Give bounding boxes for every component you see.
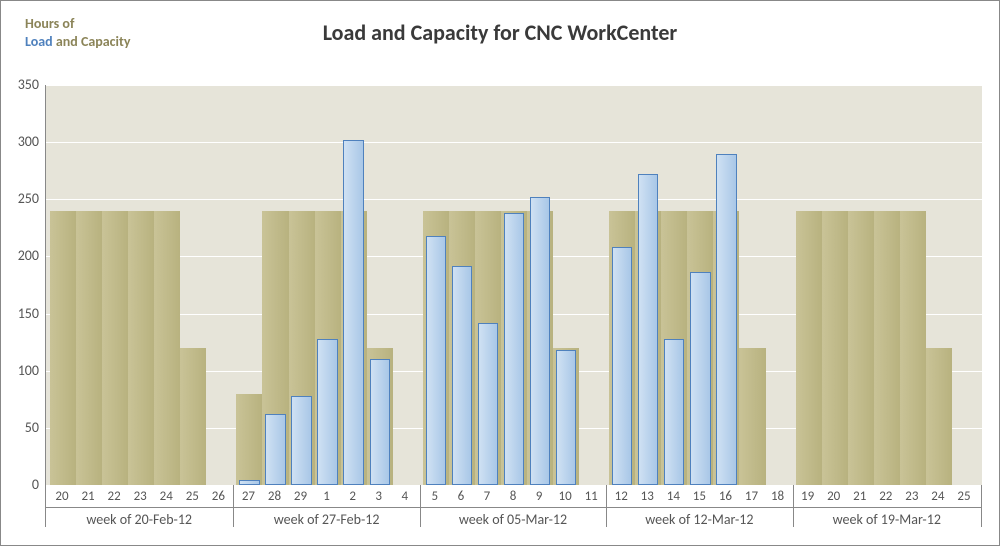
capacity-bar [900, 211, 926, 485]
x-tick-day: 10 [552, 489, 578, 504]
x-tick-day: 11 [578, 489, 604, 504]
capacity-bar [154, 211, 180, 485]
x-tick-day: 24 [925, 489, 951, 504]
gridline [46, 199, 982, 200]
capacity-bar [180, 348, 206, 485]
x-tick-day: 20 [49, 489, 75, 504]
x-tick-day: 19 [795, 489, 821, 504]
legend-line-2: Load and Capacity [25, 33, 130, 51]
capacity-bar [848, 211, 874, 485]
x-tick-day: 21 [75, 489, 101, 504]
load-bar [317, 339, 337, 485]
capacity-bar [874, 211, 900, 485]
load-bar [370, 359, 390, 485]
y-tick-label: 50 [3, 419, 39, 436]
x-tick-day: 24 [153, 489, 179, 504]
x-tick-day: 23 [899, 489, 925, 504]
capacity-bar [739, 348, 765, 485]
load-bar [239, 480, 259, 485]
capacity-bar [50, 211, 76, 485]
week-separator [981, 485, 982, 527]
capacity-bar [822, 211, 848, 485]
x-tick-day: 15 [686, 489, 712, 504]
y-tick-label: 300 [3, 133, 39, 150]
y-tick-label: 0 [3, 476, 39, 493]
x-tick-day: 7 [474, 489, 500, 504]
capacity-bar [128, 211, 154, 485]
x-tick-day: 22 [101, 489, 127, 504]
x-tick-day: 8 [500, 489, 526, 504]
x-tick-day: 14 [660, 489, 686, 504]
x-tick-day: 20 [821, 489, 847, 504]
x-tick-day: 9 [526, 489, 552, 504]
plot-area [45, 85, 982, 486]
capacity-bar [102, 211, 128, 485]
load-bar [343, 140, 363, 485]
x-tick-day: 23 [127, 489, 153, 504]
x-tick-day: 1 [314, 489, 340, 504]
x-tick-day: 5 [422, 489, 448, 504]
y-tick-label: 150 [3, 305, 39, 322]
x-tick-day: 27 [235, 489, 261, 504]
x-tick-day: 22 [873, 489, 899, 504]
gridline [46, 142, 982, 143]
x-tick-day: 17 [738, 489, 764, 504]
legend-load: Load [25, 33, 53, 50]
x-tick-day: 3 [366, 489, 392, 504]
x-tick-day: 16 [712, 489, 738, 504]
x-group-label: week of 05-Mar-12 [420, 511, 606, 528]
load-bar [265, 414, 285, 485]
load-bar [690, 272, 710, 485]
x-group-label: week of 20-Feb-12 [45, 511, 233, 528]
legend-capacity: Capacity [81, 33, 131, 50]
load-bar [426, 236, 446, 485]
load-bar [504, 213, 524, 485]
x-group-label: week of 12-Mar-12 [606, 511, 792, 528]
y-tick-label: 200 [3, 247, 39, 264]
load-bar [291, 396, 311, 485]
legend-line-1: Hours of [25, 15, 130, 33]
gridline [46, 485, 982, 486]
load-bar [530, 197, 550, 485]
x-tick-day: 18 [765, 489, 791, 504]
load-bar [612, 247, 632, 485]
x-tick-day: 6 [448, 489, 474, 504]
x-tick-day: 12 [608, 489, 634, 504]
x-tick-day: 13 [634, 489, 660, 504]
capacity-bar [236, 394, 262, 485]
capacity-bar [926, 348, 952, 485]
x-tick-day: 28 [261, 489, 287, 504]
load-bar [452, 266, 472, 485]
x-tick-day: 29 [288, 489, 314, 504]
load-bar [716, 154, 736, 485]
load-bar [638, 174, 658, 485]
chart-title: Load and Capacity for CNC WorkCenter [1, 19, 999, 46]
week-underline [45, 507, 981, 508]
load-bar [664, 339, 684, 485]
x-tick-day: 2 [340, 489, 366, 504]
y-axis-legend: Hours of Load and Capacity [25, 15, 130, 50]
load-bar [556, 350, 576, 485]
y-tick-label: 250 [3, 190, 39, 207]
x-tick-day: 25 [179, 489, 205, 504]
x-tick-day: 25 [951, 489, 977, 504]
x-tick-day: 26 [205, 489, 231, 504]
x-group-label: week of 19-Mar-12 [793, 511, 981, 528]
capacity-bar [796, 211, 822, 485]
x-tick-day: 21 [847, 489, 873, 504]
x-tick-day: 4 [392, 489, 418, 504]
load-bar [478, 323, 498, 485]
y-tick-label: 100 [3, 362, 39, 379]
x-group-label: week of 27-Feb-12 [233, 511, 419, 528]
capacity-bar [76, 211, 102, 485]
legend-and: and [56, 33, 78, 50]
y-tick-label: 350 [3, 76, 39, 93]
gridline [46, 85, 982, 86]
